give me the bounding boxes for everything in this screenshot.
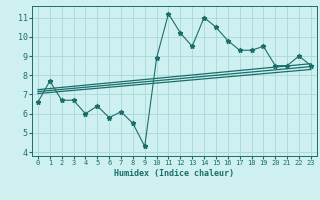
X-axis label: Humidex (Indice chaleur): Humidex (Indice chaleur) bbox=[115, 169, 234, 178]
